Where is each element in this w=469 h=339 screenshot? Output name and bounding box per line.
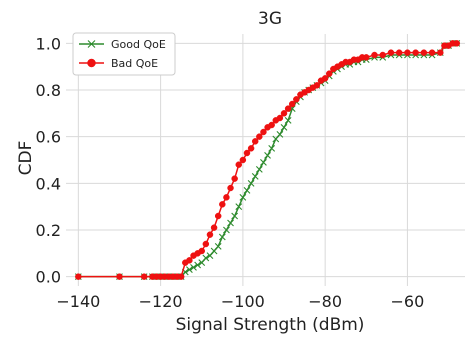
x-tick-label: −60	[391, 292, 425, 311]
data-point	[202, 240, 210, 248]
data-point	[412, 49, 419, 56]
data-point	[251, 138, 259, 145]
y-tick-label: 1.0	[36, 34, 61, 53]
data-point	[235, 161, 243, 168]
series-group	[74, 39, 461, 281]
x-axis-title: Signal Strength (dBm)	[176, 315, 365, 335]
data-point	[387, 49, 395, 56]
data-point	[247, 179, 255, 187]
legend-label: Bad QoE	[111, 57, 158, 70]
data-point	[268, 144, 276, 152]
data-point	[363, 54, 370, 61]
data-point	[116, 273, 123, 280]
data-point	[251, 172, 259, 180]
data-point	[219, 201, 226, 208]
data-point	[420, 49, 428, 56]
data-point	[268, 121, 275, 129]
legend-marker	[87, 40, 96, 48]
data-point	[280, 123, 288, 131]
data-point	[218, 233, 226, 241]
data-point	[280, 110, 288, 117]
y-tick-label: 0.8	[36, 81, 61, 100]
legend: Good QoE Bad QoE	[72, 32, 176, 76]
data-point	[223, 194, 230, 201]
data-point	[276, 130, 284, 138]
data-point	[256, 133, 263, 140]
data-point	[255, 165, 263, 173]
data-point	[210, 224, 218, 231]
data-point	[75, 273, 82, 280]
x-tick-label: −100	[221, 292, 265, 311]
y-tick-label: 0.6	[36, 128, 61, 147]
chart-title: 3G	[258, 9, 282, 29]
data-point	[186, 257, 193, 264]
data-point	[395, 49, 403, 56]
data-point	[293, 96, 300, 103]
data-point	[243, 149, 251, 157]
y-tick-label: 0.0	[36, 268, 61, 287]
x-tick-label: −80	[308, 292, 342, 311]
data-point	[214, 212, 222, 220]
data-point	[326, 70, 333, 77]
data-point	[264, 151, 271, 159]
y-tick-label: 0.2	[36, 221, 61, 240]
tick-labels: −140 −120 −100 −80 −60 0.0 0.2 0.4 0.6 0.8 1.0	[36, 34, 425, 311]
data-point	[202, 254, 210, 262]
y-axis-title: CDF	[16, 141, 36, 176]
data-point	[404, 49, 411, 56]
data-point	[247, 145, 255, 152]
series-bad-qoe	[75, 40, 461, 280]
data-point	[177, 273, 185, 280]
data-point	[214, 242, 222, 250]
data-point	[428, 49, 436, 56]
data-point	[235, 203, 243, 211]
data-point	[288, 100, 296, 108]
data-point	[243, 186, 251, 194]
data-point	[239, 156, 247, 164]
data-point	[190, 263, 197, 271]
data-point	[231, 212, 239, 220]
data-point	[140, 273, 148, 280]
data-point	[313, 82, 321, 89]
data-point	[186, 266, 193, 274]
y-tick-label: 0.4	[36, 174, 61, 193]
data-point	[379, 51, 386, 59]
data-point	[453, 40, 461, 47]
data-point	[231, 175, 238, 182]
data-point	[260, 128, 267, 136]
x-tick-label: −120	[139, 292, 183, 311]
data-point	[260, 158, 267, 166]
data-point	[437, 49, 444, 56]
data-point	[194, 261, 202, 269]
data-point	[206, 231, 214, 238]
legend-marker	[87, 58, 96, 68]
data-point	[227, 184, 234, 192]
data-point	[227, 219, 234, 227]
data-point	[371, 51, 378, 59]
legend-item: Bad QoE	[79, 57, 158, 70]
data-point	[239, 193, 247, 201]
data-point	[321, 75, 329, 82]
data-point	[284, 105, 292, 112]
x-tick-label: −140	[56, 292, 100, 311]
legend-item: Good QoE	[79, 38, 166, 51]
data-point	[223, 226, 230, 234]
legend-label: Good QoE	[111, 38, 166, 51]
data-point	[198, 247, 205, 255]
data-point	[276, 114, 284, 122]
data-point	[284, 116, 292, 124]
